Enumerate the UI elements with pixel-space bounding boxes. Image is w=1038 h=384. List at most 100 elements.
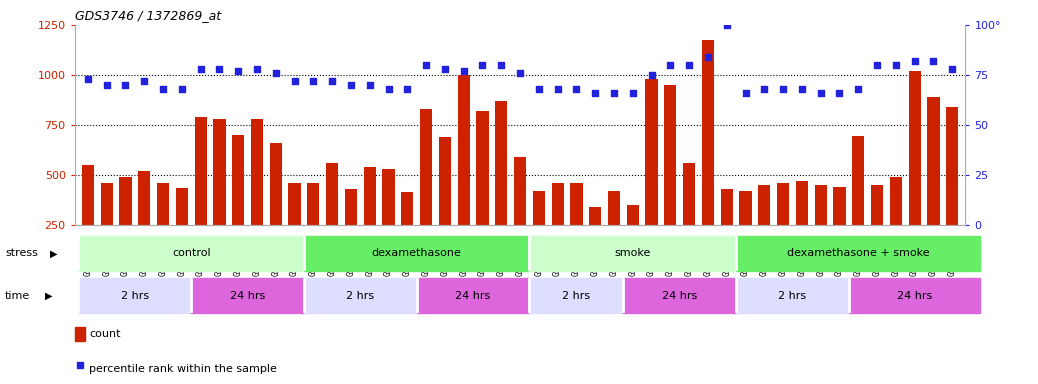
Bar <box>213 119 225 275</box>
Point <box>493 62 510 68</box>
Bar <box>307 183 320 275</box>
Point <box>268 70 284 76</box>
Point <box>549 86 566 92</box>
Bar <box>890 177 902 275</box>
Bar <box>532 191 545 275</box>
Bar <box>416 278 529 313</box>
Bar <box>304 236 529 271</box>
Bar <box>702 40 714 275</box>
Text: 24 hrs: 24 hrs <box>897 291 932 301</box>
Bar <box>157 183 169 275</box>
Bar <box>646 79 658 275</box>
Bar <box>796 181 808 275</box>
Bar <box>79 278 191 313</box>
Bar <box>439 137 450 275</box>
Bar <box>720 189 733 275</box>
Bar <box>608 191 620 275</box>
Point <box>117 82 134 88</box>
Text: GDS3746 / 1372869_at: GDS3746 / 1372869_at <box>75 9 221 22</box>
Text: ▶: ▶ <box>50 248 58 258</box>
Text: 2 hrs: 2 hrs <box>778 291 807 301</box>
Bar <box>908 71 921 275</box>
Bar <box>849 278 980 313</box>
Point <box>568 86 584 92</box>
Bar <box>326 163 338 275</box>
Bar <box>777 183 789 275</box>
Text: percentile rank within the sample: percentile rank within the sample <box>89 364 277 374</box>
Bar <box>382 169 394 275</box>
Bar <box>119 177 132 275</box>
Point <box>606 90 623 96</box>
Point <box>72 362 88 368</box>
Bar <box>852 136 865 275</box>
Point <box>136 78 153 84</box>
Text: dexamethasone + smoke: dexamethasone + smoke <box>787 248 930 258</box>
Point <box>944 66 960 72</box>
Point <box>417 62 434 68</box>
Bar <box>624 278 736 313</box>
Point <box>249 66 266 72</box>
Point <box>512 70 528 76</box>
Point <box>813 90 829 96</box>
Bar <box>363 167 376 275</box>
Point <box>305 78 322 84</box>
Text: control: control <box>172 248 211 258</box>
Bar <box>529 236 736 271</box>
Point <box>155 86 171 92</box>
Bar <box>233 135 244 275</box>
Point <box>173 86 190 92</box>
Bar <box>946 107 958 275</box>
Bar <box>627 205 638 275</box>
Point <box>530 86 547 92</box>
Point <box>586 90 603 96</box>
Text: count: count <box>89 329 120 339</box>
Point <box>474 62 491 68</box>
Bar <box>551 183 564 275</box>
Bar <box>476 111 489 275</box>
Point <box>869 62 885 68</box>
Point <box>774 86 791 92</box>
Point <box>644 72 660 78</box>
Point <box>192 66 209 72</box>
Point <box>906 58 923 64</box>
Bar <box>834 187 846 275</box>
Bar <box>815 185 827 275</box>
Text: 24 hrs: 24 hrs <box>662 291 698 301</box>
Point <box>700 54 716 60</box>
Text: smoke: smoke <box>614 248 651 258</box>
Bar <box>101 183 113 275</box>
Bar <box>664 85 677 275</box>
Bar <box>289 183 301 275</box>
Point <box>361 82 378 88</box>
Point <box>324 78 340 84</box>
Bar <box>514 157 526 275</box>
Text: 24 hrs: 24 hrs <box>230 291 266 301</box>
Point <box>99 82 115 88</box>
Bar <box>402 192 413 275</box>
Bar <box>138 171 151 275</box>
Bar <box>458 75 470 275</box>
Point <box>737 90 754 96</box>
Point <box>229 68 246 74</box>
Bar <box>304 278 416 313</box>
Text: dexamethasone: dexamethasone <box>372 248 462 258</box>
Point <box>887 62 904 68</box>
Bar <box>79 236 304 271</box>
Bar <box>927 97 939 275</box>
Point <box>925 58 941 64</box>
Point <box>437 66 454 72</box>
Bar <box>194 117 207 275</box>
Bar <box>736 278 849 313</box>
Bar <box>175 188 188 275</box>
Bar <box>345 189 357 275</box>
Point <box>756 86 772 92</box>
Text: 2 hrs: 2 hrs <box>563 291 591 301</box>
Point <box>850 86 867 92</box>
Bar <box>758 185 770 275</box>
Bar <box>270 143 282 275</box>
Bar <box>420 109 432 275</box>
Point <box>625 90 641 96</box>
Text: ▶: ▶ <box>45 291 53 301</box>
Bar <box>570 183 582 275</box>
Bar <box>191 278 304 313</box>
